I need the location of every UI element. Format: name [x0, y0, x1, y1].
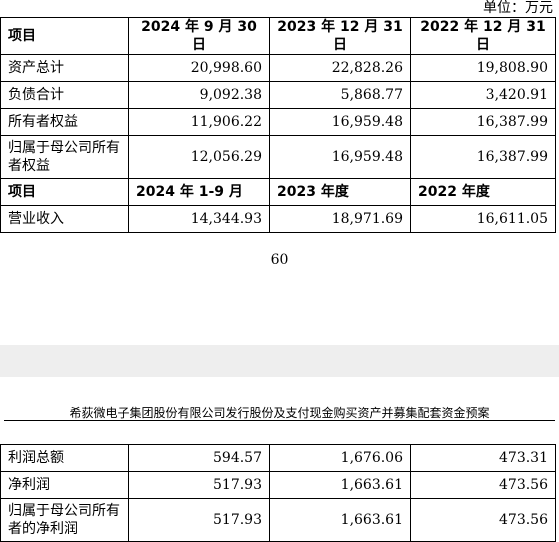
row-label: 利润总额	[0, 444, 129, 472]
row-label: 所有者权益	[0, 108, 129, 136]
table-row: 营业收入 14,344.93 18,971.69 16,611.05	[0, 205, 556, 233]
header-cell: 2024 年 1-9 月	[128, 178, 270, 206]
header-cell: 2023 年 12 月 31 日	[269, 17, 411, 55]
running-header: 希荻微电子集团股份有限公司发行股份及支付现金购买资产并募集配套资金预案	[0, 404, 559, 421]
cell-value: 594.57	[128, 444, 270, 472]
table-row: 所有者权益 11,906.22 16,959.48 16,387.99	[0, 108, 556, 136]
row-label: 营业收入	[0, 205, 129, 233]
cell-value: 19,808.90	[410, 54, 556, 82]
cell-value: 20,998.60	[128, 54, 270, 82]
unit-label: 单位：万元	[483, 0, 553, 16]
table-row: 负债合计 9,092.38 5,868.77 3,420.91	[0, 81, 556, 109]
table-row: 利润总额 594.57 1,676.06 473.31	[0, 444, 556, 472]
cell-value: 1,676.06	[269, 444, 411, 472]
cell-value: 22,828.26	[269, 54, 411, 82]
cell-value: 1,663.61	[269, 498, 411, 542]
cell-value: 473.31	[410, 444, 556, 472]
header-cell: 2022 年 12 月 31 日	[410, 17, 556, 55]
cell-value: 3,420.91	[410, 81, 556, 109]
cell-value: 16,959.48	[269, 135, 411, 179]
cell-value: 16,387.99	[410, 135, 556, 179]
cell-value: 473.56	[410, 498, 556, 542]
table-header-row: 项目 2024 年 9 月 30 日 2023 年 12 月 31 日 2022…	[0, 17, 556, 55]
cell-value: 517.93	[128, 498, 270, 542]
page-number: 60	[270, 252, 289, 268]
table-row: 净利润 517.93 1,663.61 473.56	[0, 471, 556, 499]
document-title: 发行股份及支付现金购买资产并募集配套资金预案	[225, 406, 490, 420]
table-row: 归属于母公司所有者的净利润 517.93 1,663.61 473.56	[0, 498, 556, 542]
cell-value: 517.93	[128, 471, 270, 499]
cell-value: 1,663.61	[269, 471, 411, 499]
cell-value: 16,387.99	[410, 108, 556, 136]
financial-table-top: 项目 2024 年 9 月 30 日 2023 年 12 月 31 日 2022…	[0, 17, 556, 233]
table-row: 资产总计 20,998.60 22,828.26 19,808.90	[0, 54, 556, 82]
row-label: 资产总计	[0, 54, 129, 82]
row-label: 负债合计	[0, 81, 129, 109]
cell-value: 5,868.77	[269, 81, 411, 109]
row-label: 净利润	[0, 471, 129, 499]
row-label: 归属于母公司所有者的净利润	[0, 498, 129, 542]
table-header-row: 项目 2024 年 1-9 月 2023 年度 2022 年度	[0, 178, 556, 206]
cell-value: 16,611.05	[410, 205, 556, 233]
header-cell: 项目	[0, 17, 129, 55]
company-name: 希荻微电子集团股份有限公司	[69, 406, 226, 421]
cell-value: 9,092.38	[128, 81, 270, 109]
cell-value: 14,344.93	[128, 205, 270, 233]
financial-table-bottom: 利润总额 594.57 1,676.06 473.31 净利润 517.93 1…	[0, 444, 556, 542]
header-cell: 项目	[0, 178, 129, 206]
header-cell: 2024 年 9 月 30 日	[128, 17, 270, 55]
cell-value: 18,971.69	[269, 205, 411, 233]
header-cell: 2023 年度	[269, 178, 411, 206]
row-label: 归属于母公司所有者权益	[0, 135, 129, 179]
cell-value: 12,056.29	[128, 135, 270, 179]
cell-value: 16,959.48	[269, 108, 411, 136]
header-cell: 2022 年度	[410, 178, 556, 206]
page-gap	[0, 345, 559, 377]
header-divider	[4, 420, 555, 421]
table-row: 归属于母公司所有者权益 12,056.29 16,959.48 16,387.9…	[0, 135, 556, 179]
cell-value: 473.56	[410, 471, 556, 499]
cell-value: 11,906.22	[128, 108, 270, 136]
